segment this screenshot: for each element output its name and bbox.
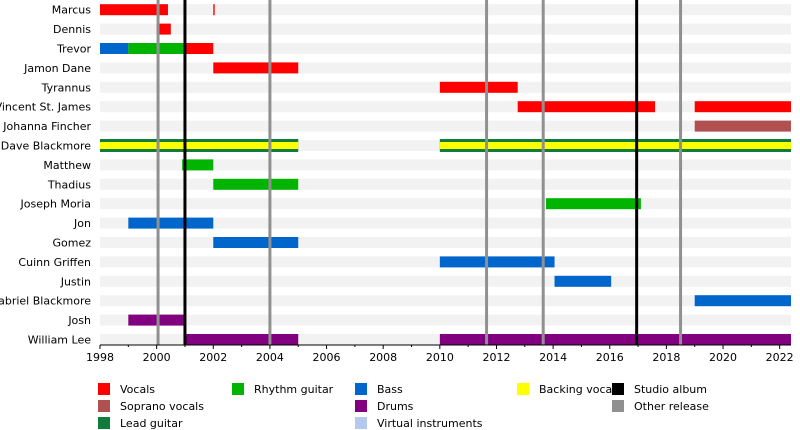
legend-label: Soprano vocals [120, 400, 204, 413]
row-band [100, 101, 791, 113]
bar-bass [213, 237, 299, 248]
legend-label: Virtual instruments [377, 417, 483, 430]
row-band [100, 198, 791, 210]
x-tick-label: 1998 [86, 351, 114, 364]
bar-rhythm-guitar [213, 178, 299, 190]
legend-label: Rhythm guitar [254, 383, 334, 396]
member-name: Marcus [52, 4, 92, 17]
bar-backing-vocals [439, 142, 791, 149]
legend-swatch-rhythm-guitar [232, 383, 244, 395]
member-name: Johanna Fincher [2, 120, 91, 133]
legend-label: Bass [377, 383, 403, 396]
row-band [100, 237, 791, 248]
row-band [100, 120, 791, 132]
row-band [100, 43, 791, 54]
member-name: Dennis [53, 23, 91, 36]
row-backgrounds [100, 4, 791, 345]
bar-vocals [213, 62, 299, 74]
x-tick-label: 2002 [199, 351, 227, 364]
bar-vocals [439, 81, 518, 93]
legend-swatch-drums [355, 400, 367, 412]
legend-swatch-virtual-instruments [355, 417, 367, 429]
member-name: William Lee [28, 334, 92, 347]
bar-vocals [156, 23, 171, 35]
row-band [100, 295, 791, 307]
bar-drums [184, 334, 299, 345]
legend-swatch-vocals [98, 383, 110, 395]
x-tick-label: 2010 [426, 351, 454, 364]
bar-vocals [213, 4, 215, 16]
x-tick-label: 2004 [256, 351, 284, 364]
legend-swatch-studio-album [612, 383, 624, 395]
member-name: Dave Blackmore [1, 140, 91, 153]
legend-label: Drums [377, 400, 414, 413]
member-name: Gomez [52, 237, 91, 250]
x-tick-label: 2020 [709, 351, 737, 364]
bar-drums [439, 334, 791, 345]
legend-swatch-backing-vocals [517, 383, 529, 395]
row-band [100, 4, 791, 16]
legend-label: Lead guitar [120, 417, 183, 430]
member-name: Trevor [56, 43, 91, 56]
row-band [100, 23, 791, 35]
member-name: Jon [73, 217, 91, 230]
x-tick-label: 2016 [596, 351, 624, 364]
member-names: Marcus Dennis Trevor Jamon Dane Tyrannus Vinc… [0, 4, 91, 347]
row-band [100, 178, 791, 190]
bar-vocals [517, 101, 656, 113]
bar-vocals [694, 101, 791, 113]
bar-rhythm-guitar [182, 159, 214, 171]
bar-backing-vocals [100, 142, 299, 149]
legend-swatch-bass [355, 383, 367, 395]
bar-bass [554, 275, 612, 287]
row-band [100, 217, 791, 229]
legend-swatch-lead-guitar [98, 417, 110, 429]
legend-label: Other release [634, 400, 709, 413]
member-name: Cuinn Griffen [18, 256, 91, 269]
member-name: Justin [60, 275, 91, 288]
legend-label: Vocals [120, 383, 155, 396]
bar-vocals [184, 43, 214, 54]
member-name: Jamon Dane [23, 62, 91, 75]
member-name: Gabriel Blackmore [0, 295, 91, 308]
x-tick-label: 2012 [482, 351, 510, 364]
x-tick-label: 2006 [313, 351, 341, 364]
member-name: Josh [67, 314, 91, 327]
member-name: Tyrannus [41, 81, 92, 94]
x-tick-label: 2000 [143, 351, 171, 364]
row-band [100, 275, 791, 287]
member-name: Vincent St. James [0, 101, 91, 114]
row-band [100, 62, 791, 74]
bar-bass [439, 256, 555, 268]
bar-bass [128, 217, 214, 229]
member-name: Matthew [43, 159, 91, 172]
release-lines [156, 0, 683, 345]
bar-vocals [100, 4, 168, 16]
bar-bass [100, 43, 129, 54]
x-axis: 1998 2000 2002 2004 2006 2008 2010 2012 2014 2016… [86, 344, 794, 364]
legend-label: Studio album [634, 383, 707, 396]
row-band [100, 314, 791, 326]
bar-bass [694, 295, 791, 307]
bar-rhythm-guitar [546, 198, 641, 210]
x-tick-label: 2014 [539, 351, 567, 364]
member-name: Thadius [47, 178, 91, 191]
x-tick-label: 2018 [652, 351, 680, 364]
x-tick-label: 2008 [369, 351, 397, 364]
legend-swatch-soprano-vocals [98, 400, 110, 412]
legend-label: Backing vocals [539, 383, 621, 396]
member-name: Joseph Moria [20, 198, 91, 211]
row-band [100, 159, 791, 171]
bar-soprano-vocals [694, 120, 791, 132]
legend: Vocals Rhythm guitar Bass Backing vocals Stu… [98, 383, 709, 430]
member-bars [100, 4, 791, 345]
x-tick-label: 2022 [766, 351, 794, 364]
legend-swatch-other-release [612, 400, 624, 412]
